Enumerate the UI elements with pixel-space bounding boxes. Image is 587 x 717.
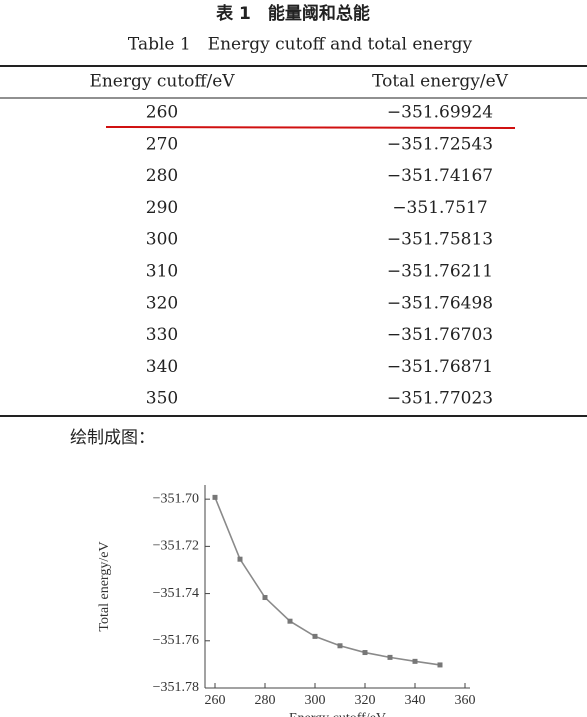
- table-cell: −351.7517: [392, 198, 487, 218]
- data-point: [412, 658, 418, 664]
- y-tick-label: −351.74: [153, 586, 199, 601]
- red-underline: [105, 126, 516, 129]
- table-cell: 320: [146, 293, 178, 313]
- table-cell: −351.76211: [387, 262, 493, 282]
- x-tick-label: 320: [355, 693, 376, 708]
- data-point: [437, 662, 443, 668]
- column-header: Total energy/eV: [372, 72, 509, 92]
- data-point: [337, 643, 343, 649]
- table-cell: −351.76498: [387, 293, 493, 313]
- y-tick-label: −351.72: [153, 539, 199, 554]
- column-header: Energy cutoff/eV: [89, 72, 235, 92]
- x-tick-label: 340: [405, 693, 426, 708]
- data-point: [212, 494, 218, 500]
- data-line: [214, 497, 441, 666]
- table-title-cn: 表 1 能量阈和总能: [216, 3, 370, 24]
- chart: −351.70 −351.72 −351.74 −351.76 −351.78 260 28…: [97, 485, 476, 717]
- x-axis-label: Energy cutoff/eV: [289, 711, 386, 717]
- table-cell: −351.75813: [387, 230, 493, 250]
- table-cell: −351.77023: [387, 389, 493, 409]
- caption: 绘制成图：: [70, 428, 155, 448]
- data-point: [387, 654, 393, 660]
- table-cell: 330: [146, 325, 178, 345]
- y-tick-label: −351.70: [153, 491, 199, 506]
- data-point: [287, 618, 293, 624]
- y-tick-label: −351.76: [153, 633, 199, 648]
- table-cell: −351.74167: [387, 166, 493, 186]
- table-cell: 280: [146, 166, 178, 186]
- table-title-en: Table 1 Energy cutoff and total energy: [128, 35, 473, 55]
- data-point: [362, 650, 368, 656]
- table-cell: −351.76703: [387, 325, 493, 345]
- table-cell: 340: [146, 357, 178, 377]
- x-tick-label: 280: [255, 693, 276, 708]
- y-axis-label: Total energy/eV: [97, 541, 112, 631]
- table-cell: 350: [146, 389, 178, 409]
- table-cell: −351.69924: [387, 103, 493, 123]
- table-cell: 310: [146, 262, 178, 282]
- table-cell: 300: [146, 230, 178, 250]
- table-cell: 290: [146, 198, 178, 218]
- table-cell: −351.72543: [387, 134, 493, 154]
- data-point: [237, 556, 243, 562]
- x-tick-label: 260: [205, 693, 226, 708]
- data-point: [312, 633, 318, 639]
- y-tick-label: −351.78: [153, 680, 199, 695]
- table-cell: 260: [146, 103, 178, 123]
- table-cell: −351.76871: [387, 357, 493, 377]
- x-tick-label: 300: [305, 693, 326, 708]
- table-cell: 270: [146, 134, 178, 154]
- data-point: [262, 595, 268, 601]
- table: Energy cutoff/eV Total energy/eV 260 −351.6…: [89, 72, 508, 409]
- x-tick-label: 360: [455, 693, 476, 708]
